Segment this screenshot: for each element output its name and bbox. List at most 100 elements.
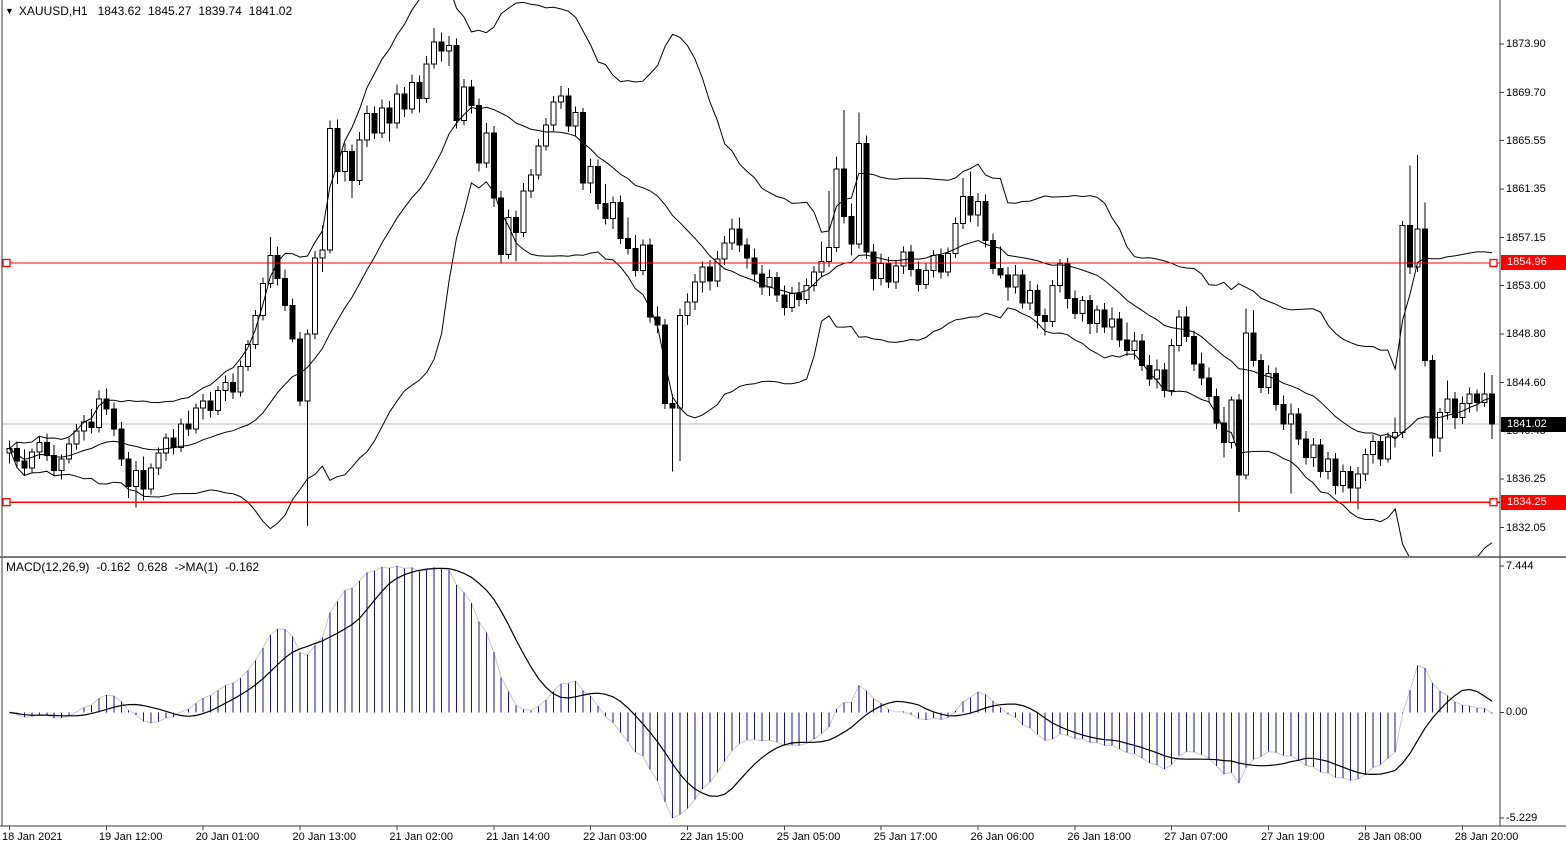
level-line-right-handle[interactable]	[1489, 258, 1498, 268]
candle	[36, 442, 43, 453]
candle	[1012, 274, 1019, 288]
panel-divider[interactable]	[0, 556, 1566, 558]
candle	[1176, 316, 1183, 347]
candle	[1302, 438, 1309, 459]
candle	[699, 266, 706, 283]
chart-chrome	[0, 0, 1566, 830]
candle	[125, 458, 132, 488]
level-line-left-handle[interactable]	[2, 498, 11, 507]
candle	[356, 139, 363, 182]
macd-signal-line	[9, 567, 1493, 797]
time-axis-label: 27 Jan 07:00	[1164, 831, 1228, 843]
candle	[1250, 332, 1257, 362]
time-axis-label: 28 Jan 08:00	[1357, 831, 1422, 843]
main-price-panel[interactable]	[2, 0, 1500, 576]
candle	[1310, 444, 1317, 459]
candle	[967, 196, 974, 216]
candle	[423, 63, 430, 100]
candle	[781, 294, 788, 309]
bollinger-lower-band	[9, 181, 1493, 556]
candle	[848, 215, 855, 245]
level-line-left-handle[interactable]	[2, 258, 11, 268]
candle	[893, 265, 900, 283]
candle	[624, 237, 631, 250]
candle	[647, 244, 654, 318]
candle	[1481, 393, 1488, 403]
candle	[840, 168, 847, 217]
candle	[1094, 309, 1101, 325]
candle	[1362, 453, 1369, 475]
price-axis-label: 1861.35	[1506, 183, 1546, 196]
candle	[289, 304, 296, 340]
candle	[557, 95, 564, 103]
candle	[766, 277, 773, 288]
candle	[1109, 318, 1116, 328]
candle	[1235, 399, 1242, 476]
candle	[230, 382, 236, 393]
candle	[490, 132, 497, 199]
candle	[215, 390, 222, 411]
macd-axis-max-label: 7.444	[1506, 560, 1534, 572]
candle	[960, 196, 967, 224]
candle	[565, 95, 572, 127]
candle	[997, 267, 1004, 276]
candle	[1422, 228, 1428, 362]
candle	[818, 260, 825, 273]
macd-panel[interactable]	[9, 565, 1493, 819]
candle	[1325, 458, 1332, 473]
candle	[386, 107, 393, 124]
candle	[1340, 471, 1347, 486]
candle	[982, 200, 989, 242]
candle	[542, 124, 549, 147]
candle	[1213, 396, 1220, 424]
macd-name: MACD(12,26,9)	[6, 560, 90, 574]
level-line-right-handle[interactable]	[1489, 498, 1498, 507]
time-axis-label: 26 Jan 06:00	[970, 831, 1035, 843]
candle	[609, 201, 616, 220]
candle	[714, 258, 721, 282]
macd-ma-name: ->MA(1)	[174, 560, 219, 574]
candle	[237, 365, 244, 393]
candle	[1377, 441, 1384, 460]
candle	[28, 451, 35, 469]
candle	[758, 273, 765, 288]
candle	[1243, 332, 1250, 476]
candle	[826, 247, 832, 262]
candle	[1384, 436, 1391, 460]
candle	[1101, 309, 1108, 328]
candle	[1407, 225, 1414, 268]
candle	[1347, 471, 1354, 489]
candle	[393, 93, 400, 124]
candle	[952, 222, 959, 254]
price-axis-label: 1836.25	[1506, 473, 1546, 486]
candle	[870, 251, 877, 280]
candle	[989, 240, 996, 269]
time-axis-label: 21 Jan 14:00	[486, 831, 550, 843]
candle	[1138, 340, 1145, 366]
candle	[371, 113, 378, 134]
price-axis[interactable]	[1500, 0, 1566, 826]
candle	[453, 44, 460, 121]
candle	[1168, 345, 1175, 392]
collapse-triangle-icon[interactable]: ▼	[5, 6, 14, 16]
candle	[416, 81, 423, 100]
candle	[1198, 363, 1205, 379]
candle	[833, 168, 840, 249]
candle	[431, 41, 438, 65]
candle	[446, 44, 453, 52]
symbol-timeframe-label: XAUUSD,H1	[18, 4, 88, 18]
macd-indicator-label: MACD(12,26,9) -0.162 0.628 ->MA(1) -0.162	[6, 560, 266, 574]
candle	[505, 216, 512, 255]
candle	[297, 338, 304, 402]
candle	[364, 113, 371, 141]
candle	[1392, 431, 1399, 438]
candle	[1004, 274, 1011, 288]
candle	[684, 301, 691, 317]
candle	[639, 244, 646, 272]
candle	[468, 86, 475, 106]
price-axis-label: 1873.90	[1506, 38, 1546, 51]
candle	[21, 460, 28, 469]
